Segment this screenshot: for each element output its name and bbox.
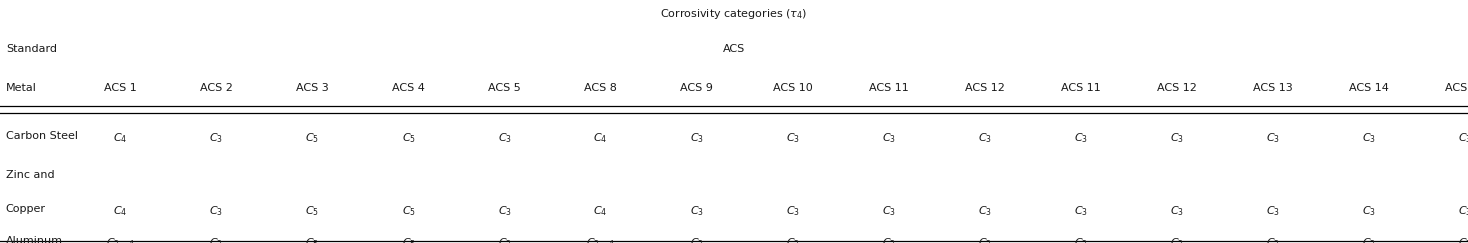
Text: $C_{3}$: $C_{3}$	[1265, 236, 1280, 243]
Text: $C_{3}$: $C_{3}$	[498, 236, 511, 243]
Text: ACS 1: ACS 1	[104, 83, 137, 93]
Text: $C_{3}$: $C_{3}$	[785, 204, 800, 218]
Text: ACS 10: ACS 10	[772, 83, 813, 93]
Text: $C_{3}$: $C_{3}$	[210, 131, 223, 145]
Text: $C_{3}$: $C_{3}$	[1075, 236, 1088, 243]
Text: $C_{5}$: $C_{5}$	[402, 236, 415, 243]
Text: Corrosivity categories ($\tau_{4}$): Corrosivity categories ($\tau_{4}$)	[661, 7, 807, 21]
Text: $C_{3}$: $C_{3}$	[498, 204, 511, 218]
Text: $C_{3}$: $C_{3}$	[690, 204, 703, 218]
Text: $C_{3-4}$: $C_{3-4}$	[586, 236, 615, 243]
Text: $C_{3}$: $C_{3}$	[978, 204, 992, 218]
Text: $C_{3}$: $C_{3}$	[1362, 131, 1376, 145]
Text: $C_{5}$: $C_{5}$	[402, 131, 415, 145]
Text: $C_{4}$: $C_{4}$	[113, 131, 128, 145]
Text: $C_{3}$: $C_{3}$	[785, 131, 800, 145]
Text: ACS 9: ACS 9	[680, 83, 713, 93]
Text: ACS 4: ACS 4	[392, 83, 424, 93]
Text: ACS 15: ACS 15	[1445, 83, 1468, 93]
Text: Metal: Metal	[6, 83, 37, 93]
Text: $C_{3}$: $C_{3}$	[1075, 204, 1088, 218]
Text: $C_{5}$: $C_{5}$	[305, 131, 320, 145]
Text: $C_{3}$: $C_{3}$	[1170, 204, 1183, 218]
Text: ACS 11: ACS 11	[869, 83, 909, 93]
Text: $C_{3}$: $C_{3}$	[210, 236, 223, 243]
Text: $C_{3}$: $C_{3}$	[1075, 131, 1088, 145]
Text: $C_{3}$: $C_{3}$	[1458, 204, 1468, 218]
Text: ACS 2: ACS 2	[200, 83, 233, 93]
Text: $C_{3}$: $C_{3}$	[1265, 204, 1280, 218]
Text: $C_{3}$: $C_{3}$	[690, 236, 703, 243]
Text: ACS 3: ACS 3	[297, 83, 329, 93]
Text: ACS 13: ACS 13	[1254, 83, 1293, 93]
Text: $C_{3}$: $C_{3}$	[785, 236, 800, 243]
Text: $C_{5}$: $C_{5}$	[305, 204, 320, 218]
Text: $C_{3}$: $C_{3}$	[690, 131, 703, 145]
Text: Standard: Standard	[6, 44, 57, 54]
Text: $C_{4}$: $C_{4}$	[113, 204, 128, 218]
Text: $C_{3}$: $C_{3}$	[1170, 131, 1183, 145]
Text: ACS 12: ACS 12	[964, 83, 1004, 93]
Text: ACS 5: ACS 5	[489, 83, 521, 93]
Text: $C_{3}$: $C_{3}$	[1362, 204, 1376, 218]
Text: ACS 14: ACS 14	[1349, 83, 1389, 93]
Text: $C_{3}$: $C_{3}$	[210, 204, 223, 218]
Text: ACS: ACS	[722, 44, 746, 54]
Text: $C_{3}$: $C_{3}$	[498, 131, 511, 145]
Text: $C_{3}$: $C_{3}$	[1458, 236, 1468, 243]
Text: $C_{3}$: $C_{3}$	[1458, 131, 1468, 145]
Text: $C_{5}$: $C_{5}$	[305, 236, 320, 243]
Text: $C_{3}$: $C_{3}$	[978, 236, 992, 243]
Text: $C_{3}$: $C_{3}$	[1265, 131, 1280, 145]
Text: $C_{3}$: $C_{3}$	[882, 204, 895, 218]
Text: Carbon Steel: Carbon Steel	[6, 131, 78, 141]
Text: ACS 11: ACS 11	[1061, 83, 1101, 93]
Text: $C_{4}$: $C_{4}$	[593, 131, 608, 145]
Text: $C_{3}$: $C_{3}$	[1170, 236, 1183, 243]
Text: $C_{4}$: $C_{4}$	[593, 204, 608, 218]
Text: $C_{3}$: $C_{3}$	[1362, 236, 1376, 243]
Text: ACS 12: ACS 12	[1157, 83, 1196, 93]
Text: $C_{5}$: $C_{5}$	[402, 204, 415, 218]
Text: $C_{3-4}$: $C_{3-4}$	[106, 236, 135, 243]
Text: Copper: Copper	[6, 204, 46, 214]
Text: $C_{3}$: $C_{3}$	[882, 236, 895, 243]
Text: $C_{3}$: $C_{3}$	[978, 131, 992, 145]
Text: Aluminum: Aluminum	[6, 236, 63, 243]
Text: Zinc and: Zinc and	[6, 170, 54, 180]
Text: ACS 8: ACS 8	[584, 83, 617, 93]
Text: $C_{3}$: $C_{3}$	[882, 131, 895, 145]
